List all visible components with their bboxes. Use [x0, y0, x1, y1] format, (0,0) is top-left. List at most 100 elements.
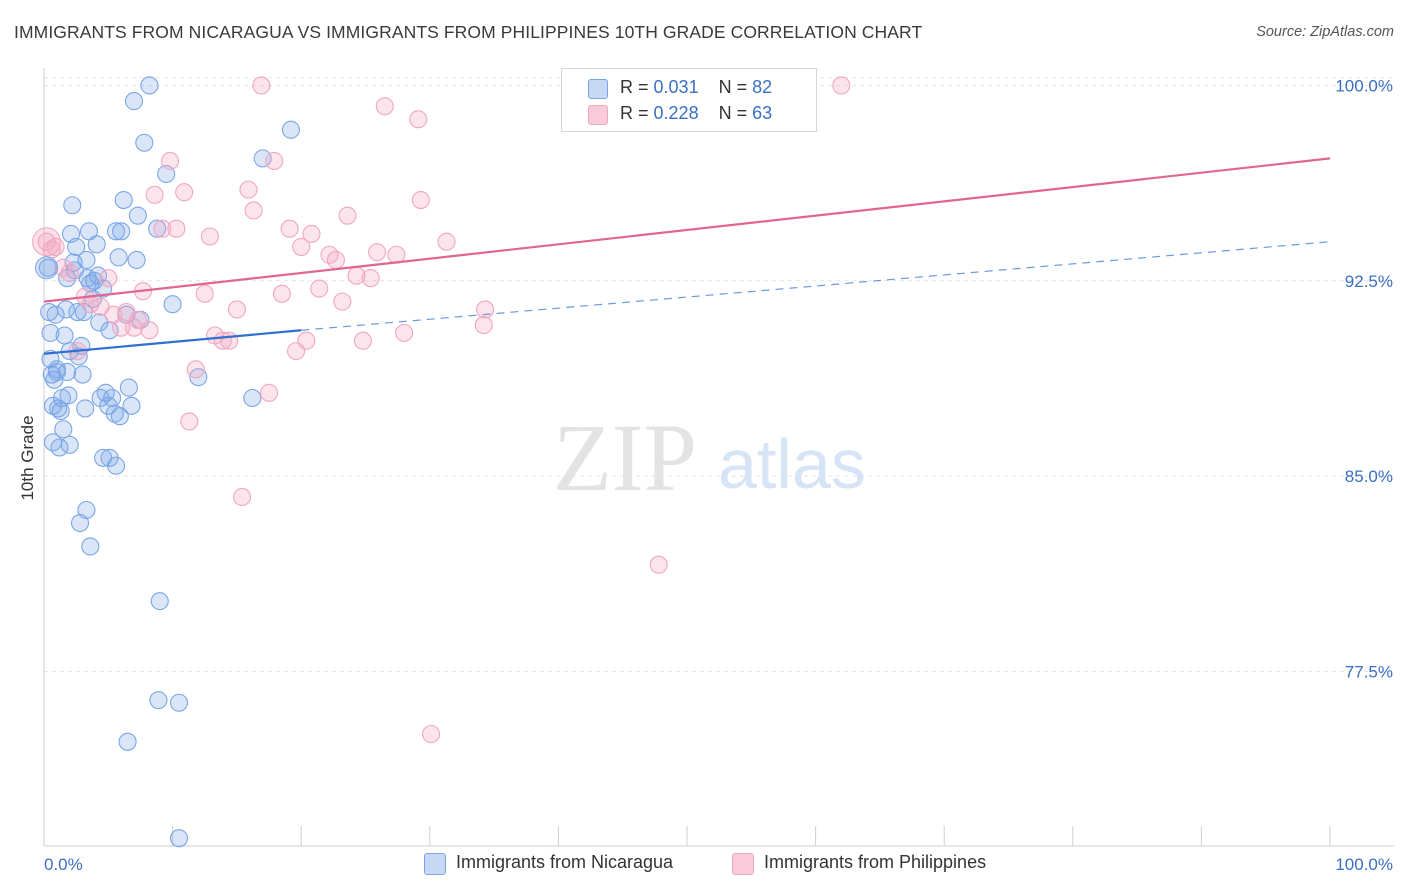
point-nicaragua	[54, 420, 73, 439]
legend-swatch-philippines	[588, 105, 608, 125]
point-nicaragua	[110, 407, 129, 426]
point-nicaragua	[67, 237, 86, 256]
point-philippines-cluster	[32, 227, 62, 257]
point-philippines	[353, 331, 372, 350]
point-nicaragua	[140, 76, 159, 95]
y-axis-label: 10th Grade	[18, 415, 37, 500]
gridlines	[44, 77, 1394, 672]
point-nicaragua	[169, 829, 189, 848]
point-nicaragua	[59, 386, 78, 405]
point-nicaragua	[243, 388, 262, 408]
legend-n-value-nicaragua: 82	[752, 77, 773, 97]
point-philippines	[474, 316, 493, 335]
point-nicaragua	[122, 396, 141, 415]
point-philippines	[252, 76, 271, 95]
point-philippines	[280, 219, 299, 238]
point-nicaragua	[87, 235, 106, 254]
point-philippines	[167, 219, 186, 238]
point-nicaragua	[51, 401, 70, 421]
point-nicaragua	[63, 196, 82, 215]
y-tick-label: 100.0%	[1335, 76, 1393, 95]
y-tick-labels: 100.0% 92.5% 85.0% 77.5%	[1335, 76, 1393, 681]
point-philippines	[361, 269, 380, 288]
point-nicaragua	[114, 190, 133, 210]
legend-n-label: N =	[718, 103, 748, 123]
point-philippines	[326, 250, 345, 270]
point-philippines	[99, 269, 118, 288]
y-tick-label: 92.5%	[1345, 272, 1393, 291]
point-nicaragua	[127, 250, 146, 270]
point-nicaragua	[46, 305, 65, 324]
point-nicaragua	[148, 219, 167, 238]
point-philippines	[153, 219, 172, 238]
point-nicaragua	[50, 438, 69, 457]
axes	[43, 68, 1394, 847]
x-tick-label-left: 0.0%	[44, 855, 83, 874]
chart-title: IMMIGRANTS FROM NICARAGUA VS IMMIGRANTS …	[14, 22, 923, 42]
point-nicaragua	[281, 120, 300, 139]
point-nicaragua	[135, 133, 154, 152]
point-nicaragua	[124, 92, 144, 111]
legend-r-label: R =	[620, 103, 649, 123]
series-label-nicaragua: Immigrants from Nicaragua	[456, 852, 674, 872]
point-philippines	[227, 300, 246, 319]
point-nicaragua	[149, 691, 168, 710]
point-philippines	[160, 151, 180, 171]
point-philippines	[375, 97, 394, 116]
point-philippines	[265, 151, 284, 171]
series-swatch-philippines	[732, 853, 754, 875]
point-philippines	[272, 284, 291, 303]
series-label-philippines: Immigrants from Philippines	[764, 852, 987, 872]
source-label: Source: ZipAtlas.com	[1256, 24, 1394, 40]
point-nicaragua	[42, 365, 61, 384]
point-nicaragua	[60, 435, 79, 454]
point-philippines	[180, 412, 199, 431]
point-nicaragua	[41, 323, 60, 342]
point-philippines	[292, 237, 311, 256]
point-philippines	[476, 300, 495, 319]
point-nicaragua-cluster	[35, 256, 59, 280]
x-tick-label-right: 100.0%	[1335, 855, 1393, 874]
point-philippines	[409, 110, 428, 129]
trend-line-nicaragua	[43, 329, 302, 355]
point-philippines	[220, 331, 239, 350]
point-philippines	[302, 224, 321, 243]
point-philippines	[239, 180, 258, 199]
legend-r-label: R =	[620, 77, 649, 97]
point-nicaragua	[106, 222, 126, 241]
point-nicaragua	[77, 250, 96, 270]
point-nicaragua	[118, 732, 137, 751]
point-nicaragua	[81, 537, 100, 556]
trend-lines	[43, 157, 1331, 355]
point-philippines	[46, 237, 65, 256]
legend-n-label: N =	[718, 77, 748, 97]
point-philippines	[145, 185, 164, 204]
point-philippines	[395, 323, 414, 342]
point-philippines	[832, 76, 851, 95]
point-philippines	[200, 227, 219, 246]
point-nicaragua	[58, 269, 77, 288]
point-philippines	[186, 360, 205, 379]
point-philippines	[175, 183, 194, 202]
watermark-zip: ZIP	[553, 404, 697, 511]
trend-line-philippines	[43, 157, 1331, 303]
y-tick-label: 77.5%	[1345, 662, 1393, 681]
point-philippines	[333, 292, 352, 311]
point-nicaragua	[56, 300, 75, 319]
point-nicaragua	[38, 258, 57, 277]
point-philippines	[368, 243, 387, 262]
point-philippines	[195, 284, 214, 303]
point-philippines	[437, 232, 456, 251]
legend-r-value-philippines: 0.228	[653, 103, 699, 123]
point-nicaragua	[76, 399, 95, 418]
point-nicaragua	[70, 513, 90, 533]
point-nicaragua	[94, 279, 113, 298]
point-philippines	[244, 201, 263, 220]
point-nicaragua	[163, 295, 182, 314]
series-swatch-nicaragua	[424, 853, 446, 875]
point-nicaragua	[106, 456, 126, 475]
point-nicaragua	[253, 149, 272, 168]
trend-line-nicaragua-extrapolated	[301, 241, 1331, 331]
point-philippines	[338, 206, 357, 225]
